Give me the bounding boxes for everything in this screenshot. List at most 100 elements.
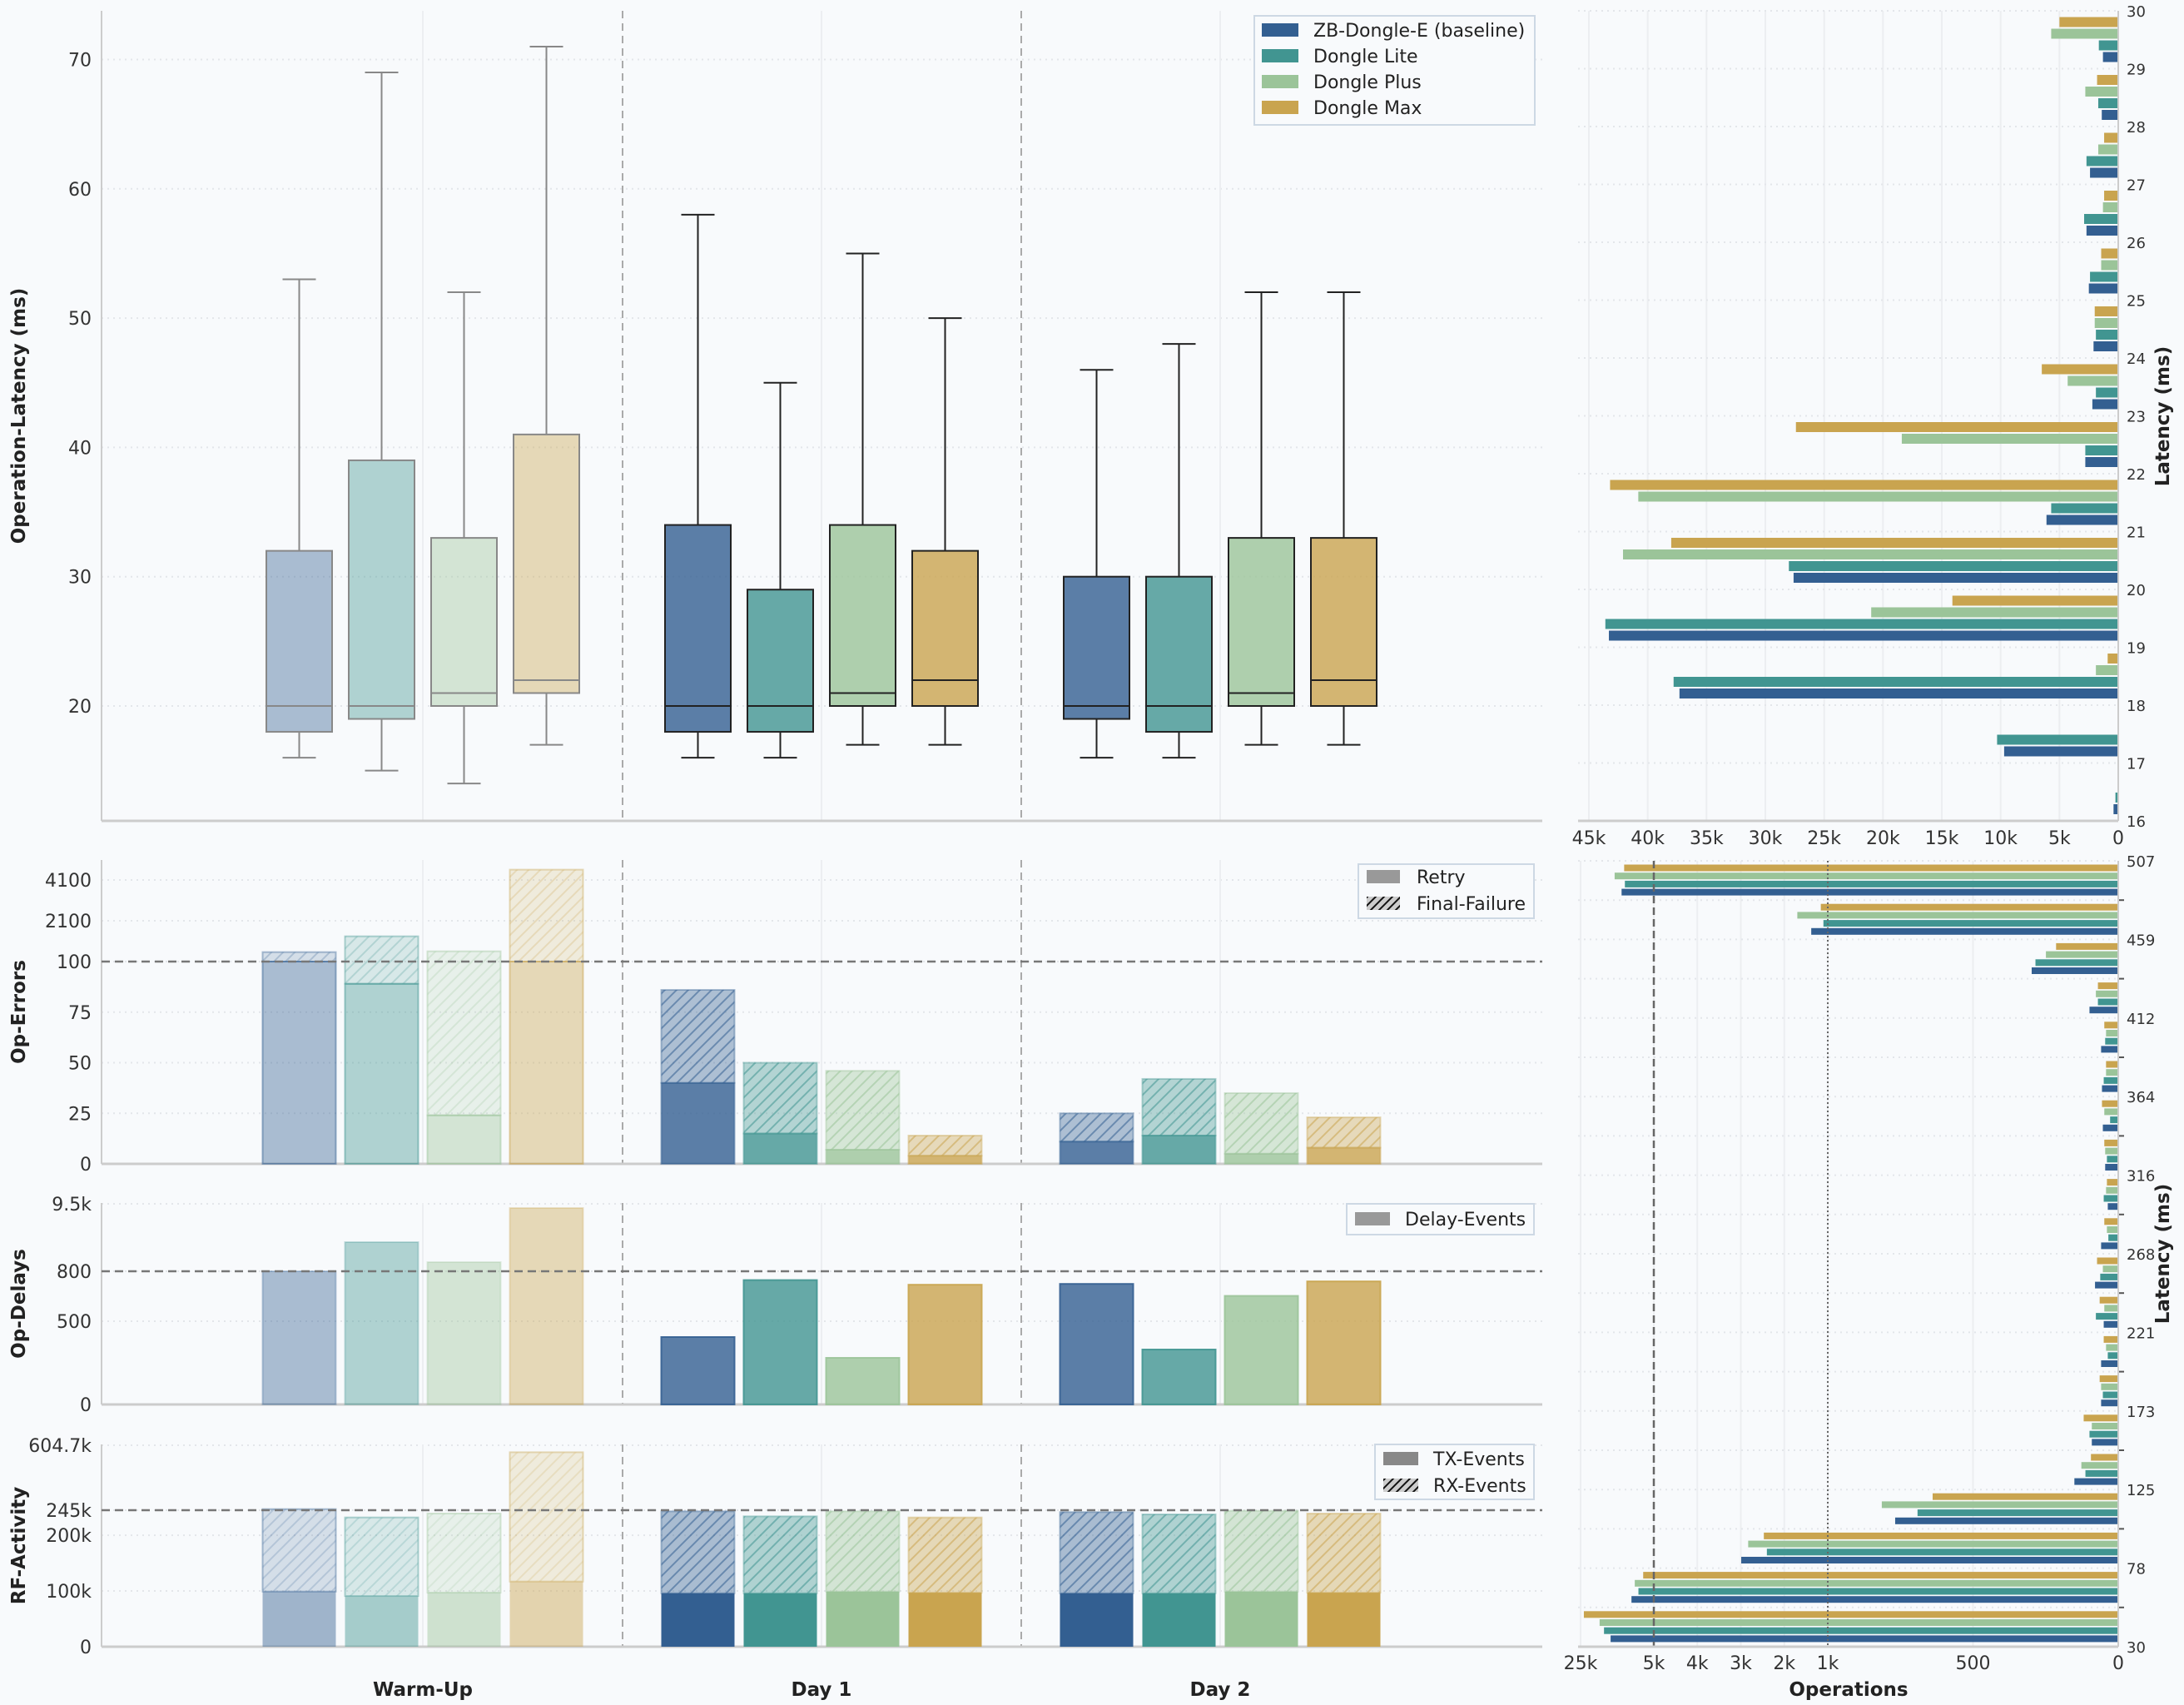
- hist-bar: [2110, 1116, 2118, 1124]
- x-axis-label: Operations: [1789, 1679, 1908, 1701]
- hist-bar: [1917, 1509, 2118, 1517]
- hist-bar: [2090, 271, 2118, 282]
- delay-bar: [1141, 1349, 1217, 1405]
- hist-bar: [2097, 1257, 2118, 1265]
- hist-bar: [1638, 1588, 2118, 1595]
- tx-bar: [1307, 1593, 1381, 1647]
- rx-hatch: [908, 1517, 982, 1593]
- y-tick-label: 221: [2127, 1325, 2155, 1342]
- tx-bar: [345, 1596, 419, 1647]
- hist-bar: [2097, 98, 2118, 108]
- x-tick-label: 40k: [1631, 828, 1665, 849]
- box-2-0: [430, 291, 498, 785]
- hist-bar: [1797, 912, 2118, 919]
- box-1-2: [1145, 343, 1213, 759]
- hist-bar: [2106, 1186, 2118, 1194]
- hist-bar: [2096, 387, 2118, 398]
- x-tick-label: 500: [1956, 1653, 1991, 1674]
- hist-bar: [2102, 110, 2118, 120]
- hist-bar: [2102, 1265, 2118, 1273]
- y-tick-label: 30: [2127, 1639, 2146, 1657]
- delay-bar: [660, 1336, 736, 1405]
- group-label: Warm-Up: [373, 1679, 473, 1701]
- final-failure-hatch: [908, 1135, 982, 1156]
- hist-bar: [2097, 75, 2118, 85]
- hist-bar: [2105, 1164, 2118, 1171]
- final-failure-hatch: [1142, 1078, 1216, 1136]
- hist-bar: [1583, 1611, 2118, 1618]
- hist-bar: [2106, 1061, 2118, 1068]
- hist-bar: [2051, 503, 2118, 514]
- hist-bar: [2103, 1076, 2118, 1084]
- x-tick-label: 3k: [1730, 1653, 1752, 1674]
- rx-hatch: [509, 1452, 583, 1582]
- retry-bar: [509, 961, 584, 1165]
- hist-bar: [1901, 434, 2118, 444]
- group-label: Day 2: [1190, 1679, 1251, 1701]
- y-tick-label: 30: [2127, 3, 2146, 21]
- tx-bar: [826, 1591, 900, 1647]
- hist-bar: [2067, 375, 2118, 386]
- hist-bar: [1932, 1493, 2118, 1500]
- tx-bar: [262, 1591, 336, 1647]
- y-tick-label: 40: [68, 438, 92, 459]
- hist-bar: [1820, 903, 2118, 911]
- box-iqr: [430, 537, 498, 707]
- hist-bar: [2101, 1046, 2118, 1053]
- box-iqr: [1063, 575, 1130, 720]
- hist-bar: [2085, 87, 2118, 97]
- hist-bar: [2107, 654, 2118, 664]
- hist-bar: [1811, 927, 2118, 935]
- legend-hatch-icon: [1367, 897, 1400, 910]
- hist-bar: [2095, 1281, 2118, 1289]
- rx-hatch: [262, 1509, 336, 1592]
- box-2-2: [1228, 291, 1295, 746]
- box-1-0: [348, 72, 415, 772]
- hist-bar: [2059, 17, 2118, 27]
- hist-bar: [1605, 619, 2118, 629]
- y-tick-label: 507: [2127, 853, 2155, 871]
- y-tick-label: 0: [80, 1395, 92, 1416]
- x-tick-label: 0: [2112, 828, 2124, 849]
- hist-bar: [1599, 1619, 2118, 1626]
- y-tick-label: 173: [2127, 1404, 2155, 1421]
- legend-swatch: [1262, 49, 1298, 62]
- hist-bar: [2091, 1454, 2118, 1461]
- hist-bar: [2105, 1037, 2118, 1045]
- hist-bar: [1823, 920, 2118, 927]
- y-tick-label: 412: [2127, 1011, 2155, 1028]
- hist-bar: [2103, 1195, 2118, 1202]
- y-tick-label: 9.5k: [52, 1195, 92, 1215]
- x-tick-label: 10k: [1983, 828, 2018, 849]
- hist-bar: [2097, 144, 2118, 155]
- y-tick-label: 20: [2127, 582, 2146, 599]
- hist-bar: [2102, 52, 2118, 62]
- y-tick-label: 20: [68, 697, 92, 718]
- hist-bar: [2086, 226, 2118, 236]
- hist-bar: [1624, 864, 2118, 872]
- hist-bar: [2107, 1156, 2118, 1163]
- hist-bar: [1679, 688, 2118, 698]
- box-3-2: [1310, 291, 1377, 746]
- hist-bar: [1604, 1627, 2118, 1634]
- x-tick-label: 0: [2112, 1653, 2124, 1674]
- hist-bar: [2092, 1439, 2118, 1446]
- delay-bar: [426, 1261, 502, 1405]
- hist-bar: [2096, 990, 2118, 997]
- hist-bar: [2104, 1218, 2118, 1225]
- legend-swatch-tx: [1383, 1452, 1418, 1465]
- tx-bar: [1224, 1591, 1298, 1647]
- hist-bar: [2102, 1085, 2118, 1092]
- retry-bar: [1059, 1141, 1134, 1166]
- tx-bar: [427, 1593, 501, 1647]
- y-tick-label: 0: [80, 1155, 92, 1176]
- final-failure-hatch: [1224, 1092, 1298, 1154]
- y-axis-label: Latency (ms): [2152, 1184, 2174, 1324]
- hist-bar: [2056, 942, 2118, 950]
- box-0-1: [664, 213, 732, 759]
- hist-bar: [2107, 1352, 2118, 1360]
- legend-label: ZB-Dongle-E (baseline): [1313, 21, 1525, 42]
- hist-bar: [2113, 804, 2118, 814]
- hist-bar: [2031, 967, 2118, 974]
- hist-bar: [1793, 573, 2118, 583]
